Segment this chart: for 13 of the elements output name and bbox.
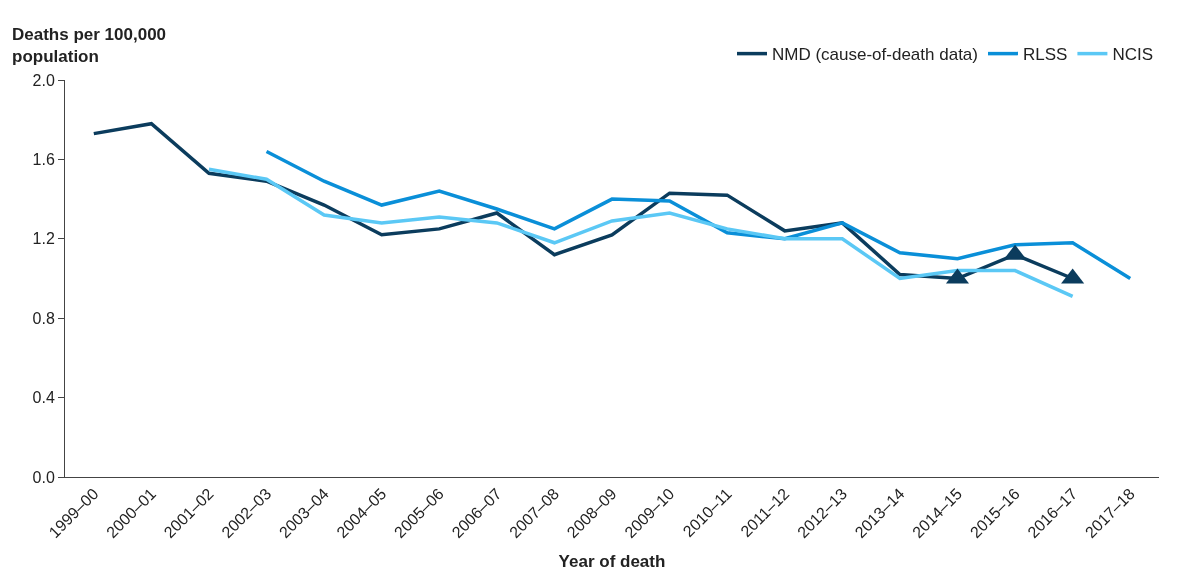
legend-label: RLSS <box>1022 45 1068 65</box>
line-series <box>207 167 1075 299</box>
y-tick-label: 2.0 <box>32 71 55 89</box>
y-tick-label: 0.8 <box>32 309 55 327</box>
x-axis-title: Year of death <box>558 552 666 572</box>
y-tick-label: 1.6 <box>32 151 55 168</box>
line-series <box>264 149 1132 281</box>
legend-label: NMD (cause-of-death data) <box>772 45 978 65</box>
y-axis-title: Deaths per 100,000 population <box>12 25 167 67</box>
y-tick-label: 0.4 <box>32 389 55 407</box>
y-tick-label: 1.2 <box>32 230 55 248</box>
legend-label: NCIS <box>1112 45 1154 65</box>
y-tick-label: 0.0 <box>32 468 55 486</box>
